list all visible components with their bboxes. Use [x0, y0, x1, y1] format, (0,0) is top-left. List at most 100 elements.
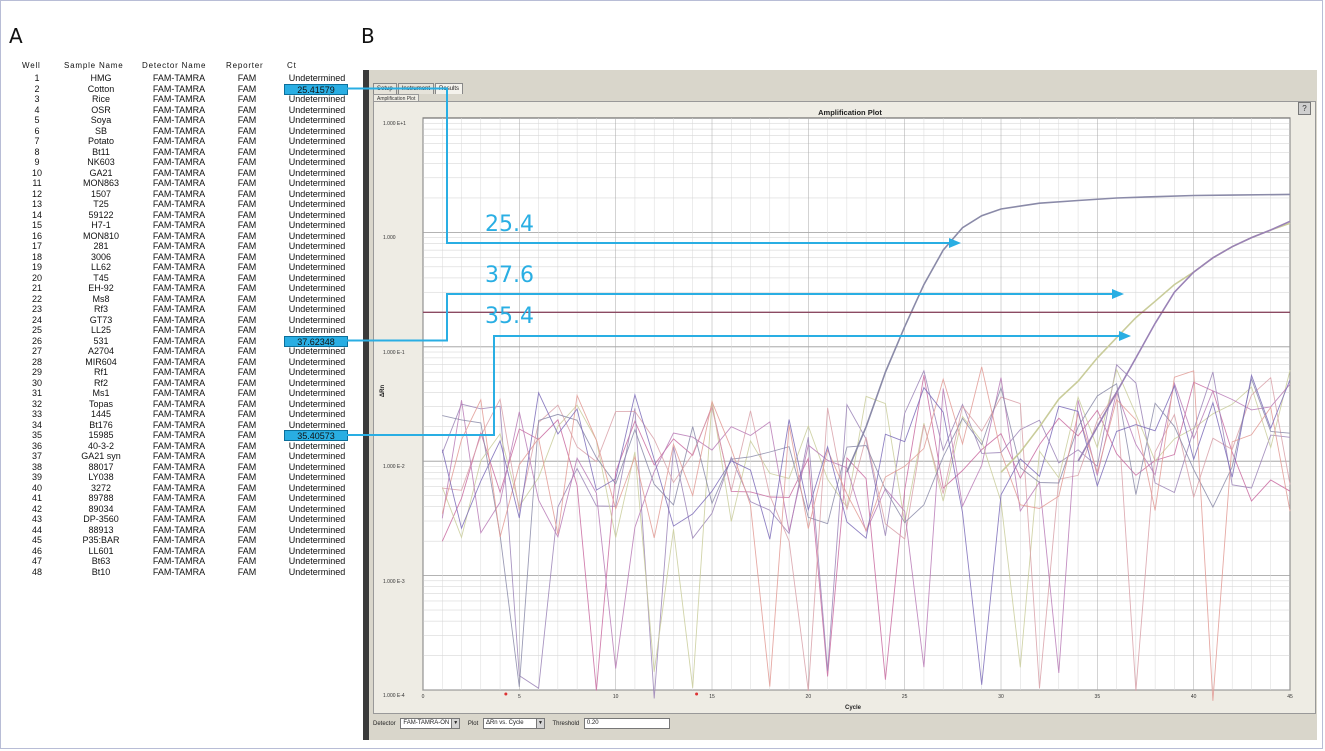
cell-well: 44: [31, 524, 42, 535]
cell-ct: Undetermined: [288, 230, 346, 241]
cell-detector-name: FAM-TAMRA: [152, 556, 206, 566]
cell-sample-name: T45: [93, 272, 109, 283]
cell-reporter: FAM: [237, 545, 257, 556]
cell-ct: Undetermined: [288, 367, 346, 377]
cell-ct: Undetermined: [288, 157, 346, 167]
threshold-input[interactable]: 0.20: [583, 718, 670, 729]
x-tick-label: 0: [421, 694, 425, 700]
cell-ct: Undetermined: [288, 482, 346, 493]
cell-well: 27: [31, 346, 42, 356]
y-tick-label: 1.000 E-1: [383, 349, 405, 356]
cell-reporter: FAM: [237, 524, 257, 535]
cell-well: 25: [31, 325, 42, 335]
cell-sample-name: 40-3-2: [87, 440, 114, 451]
cell-reporter: FAM: [237, 293, 257, 304]
cell-sample-name: Bt10: [91, 566, 111, 577]
table-row: 39 LY038 FAM-TAMRA FAM Undetermined: [18, 472, 358, 483]
table-row: 11 MON863 FAM-TAMRA FAM Undetermined: [18, 178, 358, 189]
table-row: 35 15985 FAM-TAMRA FAM 35.40573: [18, 430, 358, 441]
cell-ct: Undetermined: [288, 115, 346, 125]
amplification-curve: [1077, 220, 1291, 462]
cell-detector-name: FAM-TAMRA: [152, 73, 206, 83]
cell-well: 36: [31, 440, 42, 451]
cell-detector-name: FAM-TAMRA: [152, 346, 206, 356]
detector-label: Detector: [373, 721, 396, 728]
cell-detector-name: FAM-TAMRA: [152, 146, 206, 157]
x-tick-label: 45: [1287, 694, 1293, 700]
table-row: 45 P35:BAR FAM-TAMRA FAM Undetermined: [18, 535, 358, 546]
cell-detector-name: FAM-TAMRA: [152, 514, 206, 524]
cell-sample-name: 89034: [88, 503, 114, 514]
plot-area: [422, 117, 1291, 691]
cell-detector-name: FAM-TAMRA: [152, 293, 206, 304]
cell-well: 2: [34, 83, 40, 94]
cell-detector-name: FAM-TAMRA: [152, 524, 206, 535]
cell-detector-name: FAM-TAMRA: [152, 272, 206, 283]
cell-sample-name: Cotton: [87, 83, 115, 94]
x-tick-label: 40: [1190, 694, 1197, 700]
x-tick-label: 20: [805, 694, 812, 700]
cell-well: 20: [31, 272, 42, 283]
cell-sample-name: Bt11: [92, 146, 110, 157]
cell-sample-name: 15985: [88, 430, 114, 440]
cell-detector-name: FAM-TAMRA: [152, 83, 206, 94]
cell-reporter: FAM: [237, 272, 257, 283]
cell-detector-name: FAM-TAMRA: [152, 335, 206, 346]
cell-sample-name: LL601: [88, 545, 114, 556]
cell-sample-name: P35:BAR: [82, 535, 120, 545]
cell-detector-name: FAM-TAMRA: [152, 125, 206, 136]
noise-trace: [441, 366, 1291, 701]
cell-reporter: FAM: [237, 83, 257, 94]
cell-reporter: FAM: [237, 230, 257, 241]
chevron-down-icon[interactable]: ▼: [535, 718, 545, 729]
cell-ct: Undetermined: [288, 566, 346, 577]
cell-reporter: FAM: [237, 356, 257, 367]
cell-ct: Undetermined: [288, 199, 346, 209]
help-button[interactable]: ?: [1298, 102, 1311, 115]
cell-well: 22: [31, 293, 42, 304]
cell-well: 37: [31, 451, 42, 461]
table-row: 16 MON810 FAM-TAMRA FAM Undetermined: [18, 231, 358, 242]
cell-ct: Undetermined: [288, 503, 346, 514]
header-sample-name: Sample Name: [64, 61, 124, 70]
cell-reporter: FAM: [237, 398, 257, 409]
table-row: 21 EH-92 FAM-TAMRA FAM Undetermined: [18, 283, 358, 294]
cell-reporter: FAM: [237, 419, 257, 430]
cell-sample-name: 88017: [88, 461, 114, 472]
cell-detector-name: FAM-TAMRA: [152, 314, 206, 325]
header-well: Well: [22, 61, 41, 70]
cell-sample-name: 89788: [88, 493, 114, 503]
threshold-label: Threshold: [552, 721, 580, 728]
x-tick-label: 30: [998, 694, 1004, 700]
cell-sample-name: Rice: [91, 94, 110, 104]
cell-ct: Undetermined: [288, 251, 346, 262]
cell-reporter: FAM: [237, 482, 257, 493]
table-row: 31 Ms1 FAM-TAMRA FAM Undetermined: [18, 388, 358, 399]
cell-reporter: FAM: [237, 335, 257, 346]
table-row: 24 GT73 FAM-TAMRA FAM Undetermined: [18, 315, 358, 326]
cell-detector-name: FAM-TAMRA: [152, 409, 206, 419]
cell-detector-name: FAM-TAMRA: [152, 209, 206, 220]
cell-detector-name: FAM-TAMRA: [152, 419, 206, 430]
cell-reporter: FAM: [237, 514, 257, 524]
cell-reporter: FAM: [237, 220, 257, 230]
cell-reporter: FAM: [237, 146, 257, 157]
table-row: 23 Rf3 FAM-TAMRA FAM Undetermined: [18, 304, 358, 315]
cell-sample-name: LL62: [90, 262, 112, 272]
cell-detector-name: FAM-TAMRA: [152, 545, 206, 556]
cell-reporter: FAM: [237, 241, 257, 251]
header-ct: Ct: [287, 61, 297, 70]
cell-reporter: FAM: [237, 566, 257, 577]
cell-ct: Undetermined: [288, 146, 346, 157]
cell-detector-name: FAM-TAMRA: [152, 367, 206, 377]
cell-detector-name: FAM-TAMRA: [152, 503, 206, 514]
cell-well: 13: [31, 199, 42, 209]
cell-detector-name: FAM-TAMRA: [152, 472, 206, 482]
cell-sample-name: MON810: [82, 230, 119, 241]
cell-detector-name: FAM-TAMRA: [152, 451, 206, 461]
cell-ct: Undetermined: [288, 178, 346, 188]
table-row: 25 LL25 FAM-TAMRA FAM Undetermined: [18, 325, 358, 336]
chevron-down-icon[interactable]: ▼: [451, 718, 461, 729]
